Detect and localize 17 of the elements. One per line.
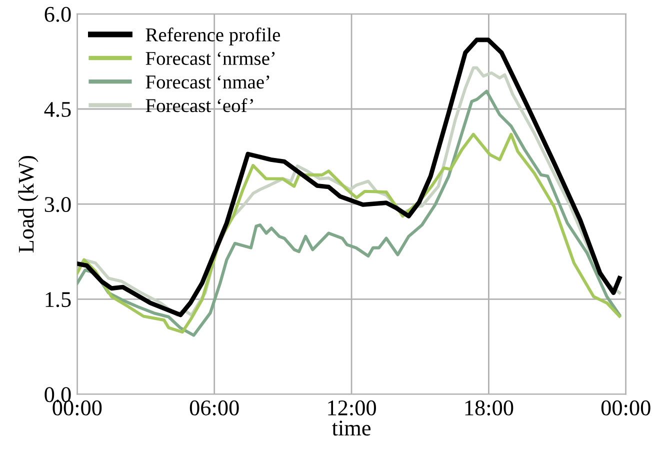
legend-label: Forecast ‘nrmse’ [146, 52, 275, 65]
y-tick-label: 4.5 [44, 102, 71, 118]
x-tick-label: 00:00 [601, 400, 650, 416]
y-tick-label: 6.0 [44, 6, 71, 22]
y-tick-label: 3.0 [44, 197, 71, 212]
legend-label: Forecast ‘nmae’ [146, 75, 270, 89]
line-series [77, 90, 622, 337]
x-tick-label: 18:00 [465, 400, 514, 416]
x-tick-label: 12:00 [328, 400, 376, 416]
legend-label: Reference profile [146, 28, 280, 46]
legend-label: Forecast ‘eof’ [146, 98, 253, 112]
y-axis-title: Load (kW) [18, 156, 38, 252]
x-tick-label: 06:00 [190, 400, 239, 416]
y-tick-label: 0.0 [44, 387, 71, 402]
x-axis-title: time [332, 420, 371, 436]
x-tick-label: 00:00 [52, 400, 102, 416]
y-tick-label: 1.5 [46, 292, 71, 308]
